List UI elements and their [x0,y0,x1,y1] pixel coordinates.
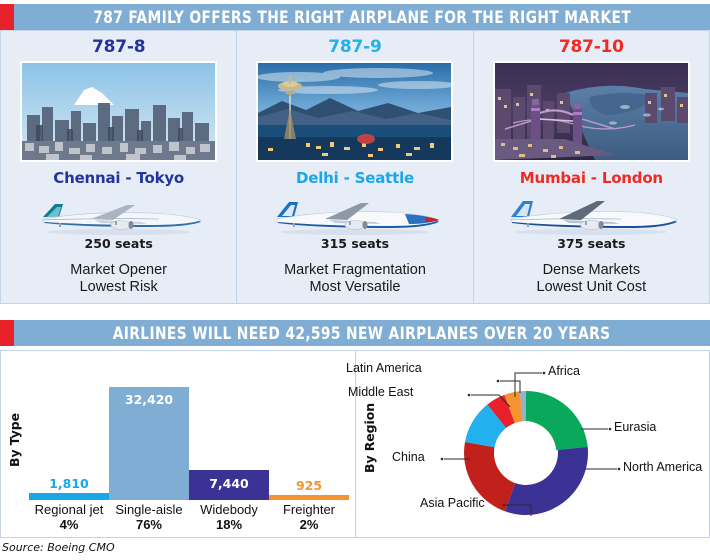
desc-line-1: Market Fragmentation [284,262,426,278]
model-label: 787-10 [558,37,624,57]
top-banner-title: 787 FAMILY OFFERS THE RIGHT AIRPLANE FOR… [93,7,631,27]
bar-item-freighter[interactable]: 925 Freighter 2% [269,359,349,533]
model-label: 787-9 [328,37,382,57]
bar-share: 18% [215,517,243,533]
donut-label-north-america: North America [623,460,703,474]
donut-label-africa: Africa [548,364,580,378]
route-label: Delhi - Seattle [295,169,414,187]
bottom-banner-title: AIRLINES WILL NEED 42,595 NEW AIRPLANES … [113,323,611,343]
bottom-banner: AIRLINES WILL NEED 42,595 NEW AIRPLANES … [0,320,710,346]
donut-slice-africa[interactable] [519,390,526,422]
charts-container: By Type 1,810 Regional jet 4% [0,350,710,538]
route-label: Mumbai - London [519,169,663,187]
seats-label: 315 seats [320,236,390,251]
bar-caption: Freighter 2% [282,502,336,533]
airplane-illustration-787-9 [276,202,440,235]
bar-group: 1,810 Regional jet 4% 32,420 [29,359,349,533]
bar-category: Widebody [200,502,258,518]
seats-label: 250 seats [84,236,153,251]
bar-category: Freighter [282,502,336,518]
bar-shape [29,493,109,501]
bar-share: 76% [135,517,162,533]
bar-shape [269,495,349,501]
tokyo-skyline-photo [20,61,218,162]
banner-accent-bar [0,4,14,30]
bar-value: 1,810 [49,476,89,492]
top-section: 787 FAMILY OFFERS THE RIGHT AIRPLANE FOR… [0,4,710,304]
bar-value: 925 [295,478,323,494]
by-region-axis-label: By Region [362,403,377,473]
bar-value: 7,440 [209,476,249,492]
bar-value: 32,420 [124,392,174,408]
seattle-skyline-photo [256,61,454,162]
bar-share: 4% [59,517,79,533]
donut-label-eurasia: Eurasia [614,420,657,434]
donut-label-china: China [392,450,425,464]
banner-bar: AIRLINES WILL NEED 42,595 NEW AIRPLANES … [14,320,710,346]
desc-line-1: Market Opener [70,262,168,278]
bar-shape: 32,420 [109,387,189,501]
panel-description: Market Fragmentation Most Versatile [284,262,426,296]
donut-label-asia-pacific: Asia Pacific [420,496,485,510]
bar-shape: 7,440 [189,470,269,501]
donut-svg [440,371,621,516]
model-label: 787-8 [91,37,146,57]
donut-slice-latin-america[interactable] [504,391,523,423]
donut-slice-north-america[interactable] [505,446,588,515]
model-panel-787-10: 787-10 [472,31,709,303]
donut-slice-middle-east[interactable] [487,394,515,428]
by-region-donut-chart: By Region [346,351,709,537]
source-note: Source: Boeing CMO [2,541,115,554]
donut-slice-eurasia[interactable] [526,391,588,450]
bar-category: Regional jet [34,502,104,518]
top-banner: 787 FAMILY OFFERS THE RIGHT AIRPLANE FOR… [0,4,710,30]
desc-line-2: Lowest Unit Cost [536,278,647,295]
seats-label: 375 seats [557,236,626,251]
bar-item-single-aisle[interactable]: 32,420 Single-aisle 76% [109,359,189,533]
bar-share: 2% [299,517,319,533]
donut-wrap: Latin America Middle East Africa Eurasia… [346,361,702,525]
bar-item-regional-jet[interactable]: 1,810 Regional jet 4% [29,359,109,533]
desc-line-2: Lowest Risk [79,278,158,295]
bar-category: Single-aisle [115,502,183,518]
by-type-axis-label: By Type [7,413,22,467]
route-label: Chennai - Tokyo [53,169,185,187]
donut-label-latin-america: Latin America [346,361,422,375]
bar-item-widebody[interactable]: 7,440 Widebody 18% [189,359,269,533]
bar-caption: Single-aisle 76% [115,502,183,533]
donut-slice-china[interactable] [465,404,507,448]
model-panel-787-9: 787-9 [236,31,472,303]
panel-description: Dense Markets Lowest Unit Cost [537,262,647,296]
by-type-bar-chart: By Type 1,810 Regional jet 4% [1,351,356,537]
desc-line-1: Dense Markets [542,262,641,278]
bar-caption: Regional jet 4% [34,502,104,533]
desc-line-2: Most Versatile [309,278,401,295]
donut-leader-lines [444,372,617,516]
airplane-illustration-787-10 [511,201,678,235]
bar-caption: Widebody 18% [200,502,258,533]
model-panel-787-8: 787-8 [1,31,236,303]
airplane-illustration-787-8 [42,204,202,235]
donut-label-middle-east: Middle East [348,385,414,399]
london-tower-bridge-photo [492,61,690,162]
model-panels: 787-8 [0,30,710,304]
bottom-section: AIRLINES WILL NEED 42,595 NEW AIRPLANES … [0,320,710,538]
banner-bar: 787 FAMILY OFFERS THE RIGHT AIRPLANE FOR… [14,4,710,30]
banner-accent-bar [0,320,14,346]
donut-leader-dots [440,371,621,507]
donut-slice-asia-pacific[interactable] [464,442,516,512]
panel-description: Market Opener Lowest Risk [70,262,167,296]
